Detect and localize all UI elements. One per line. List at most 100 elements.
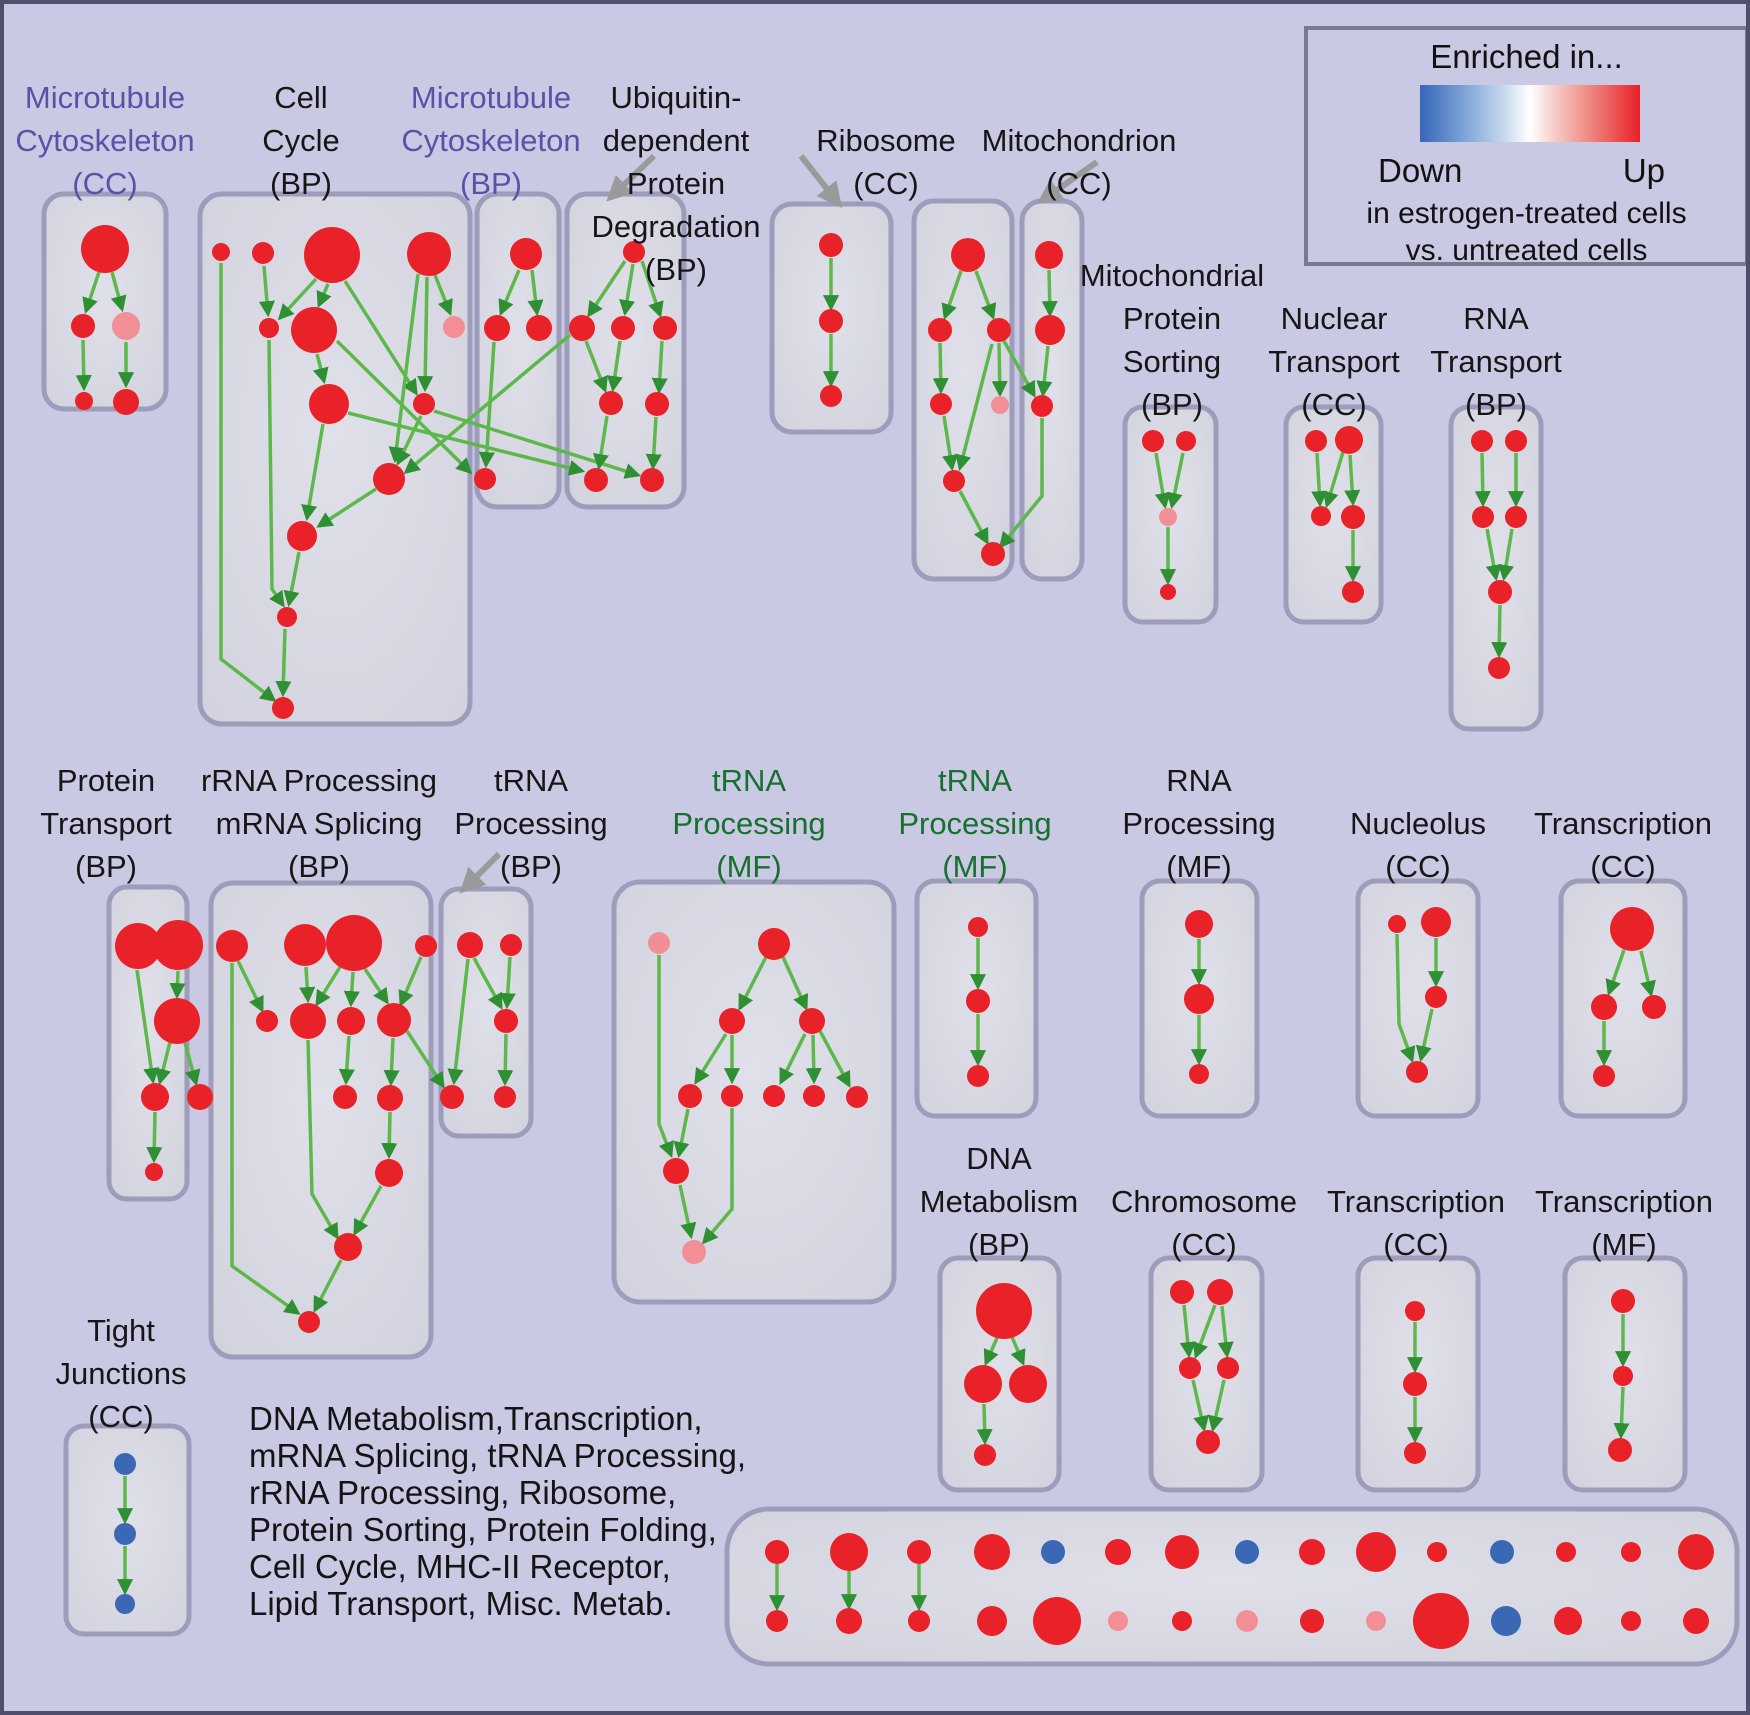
cluster-label-ribosome-cc: Ribosome (CC)	[816, 123, 956, 201]
go-term-node	[443, 316, 465, 338]
go-term-node	[678, 1084, 702, 1108]
go-term-node	[1491, 1606, 1521, 1636]
go-term-node	[494, 1009, 518, 1033]
label-pointer-arrow	[1036, 159, 1099, 204]
go-term-node	[1185, 910, 1213, 938]
go-term-node	[377, 1003, 411, 1037]
cluster-box	[724, 1506, 1740, 1667]
go-term-node	[908, 1610, 930, 1632]
edge-arrow	[498, 269, 521, 316]
edge-arrow	[316, 283, 332, 308]
edge-arrow	[1154, 452, 1171, 510]
edge-arrow	[1395, 933, 1416, 1064]
cluster-label-transcription-mf: Transcription (MF)	[1534, 1184, 1714, 1262]
legend-title: Enriched in...	[1430, 38, 1623, 75]
edge-arrow	[472, 957, 503, 1010]
label-pointer-arrow	[459, 851, 502, 894]
edge-arrow	[338, 1035, 355, 1086]
go-term-node	[1621, 1611, 1641, 1631]
go-term-node	[1170, 1280, 1194, 1304]
edge-arrow	[1179, 1304, 1196, 1359]
go-term-node	[309, 384, 349, 424]
go-term-node	[526, 315, 552, 341]
edge-arrow	[363, 968, 389, 1005]
edge-arrow	[283, 551, 301, 608]
go-term-node	[1236, 1610, 1258, 1632]
go-term-node	[484, 315, 510, 341]
go-term-node	[645, 392, 669, 416]
edge-arrow	[381, 1111, 398, 1160]
cluster-box	[474, 191, 562, 510]
cluster-label-rrna-processing-mrna-splicing-bp: rRNA Processing mRNA Splicing (BP)	[200, 763, 438, 884]
edge-arrow	[1217, 1305, 1234, 1359]
cluster-label-transcription-cc-mid: Transcription (CC)	[1533, 806, 1713, 884]
go-term-node	[930, 393, 952, 415]
edge-arrow	[417, 276, 434, 393]
edge-arrow	[991, 342, 1008, 398]
go-term-node	[1217, 1357, 1239, 1379]
go-term-node	[1405, 1301, 1425, 1321]
go-term-node	[819, 309, 843, 333]
cluster-label-mitochondrial-protein-sorting-bp: Mitochondrial Protein Sorting (BP)	[1079, 258, 1265, 422]
edge-arrow	[315, 966, 342, 1007]
edge-arrow	[779, 1033, 807, 1085]
go-term-node	[1176, 431, 1196, 451]
edge-arrow	[1323, 451, 1345, 509]
legend: Enriched in... Down Up in estrogen-treat…	[1304, 26, 1746, 267]
go-term-node	[967, 1065, 989, 1087]
go-term-node	[1505, 430, 1527, 452]
cluster-label-tight-junctions-cc: Tight Junctions (CC)	[55, 1313, 187, 1434]
go-term-node	[1472, 506, 1494, 528]
go-term-node	[1184, 984, 1214, 1014]
cluster-box	[41, 191, 169, 412]
cluster-label-cell-cycle-bp: Cell Cycle (BP)	[262, 80, 340, 201]
go-term-node	[1505, 506, 1527, 528]
edge-arrow	[673, 1108, 690, 1159]
edge-arrow	[974, 270, 997, 321]
go-term-node	[114, 1523, 136, 1545]
edge-arrow	[398, 956, 423, 1007]
go-term-node	[252, 242, 274, 264]
go-term-node	[1335, 426, 1363, 454]
go-term-node	[1366, 1611, 1386, 1631]
edge-arrow	[313, 1259, 343, 1313]
legend-subtitle: in estrogen-treated cells vs. untreated …	[1366, 197, 1687, 267]
edge-arrow	[1498, 528, 1515, 582]
go-term-node	[907, 1540, 931, 1564]
go-term-node	[758, 928, 790, 960]
edge-arrow	[593, 415, 609, 471]
go-term-node	[1554, 1607, 1582, 1635]
go-term-node	[1031, 395, 1053, 417]
edge-arrow	[1207, 1379, 1226, 1433]
go-term-node	[1035, 241, 1063, 269]
go-term-node	[803, 1085, 825, 1107]
edge-arrow	[388, 273, 420, 464]
edge-arrow	[955, 343, 994, 472]
go-term-node	[500, 934, 522, 956]
go-term-node	[719, 1008, 745, 1034]
go-term-node	[846, 1086, 868, 1108]
go-term-node	[114, 1453, 136, 1475]
edge-arrow	[499, 956, 516, 1010]
go-term-node	[375, 1159, 403, 1187]
edge-arrow	[606, 340, 623, 393]
cluster-label-mitochondrion-cc: Mitochondrion (CC)	[981, 123, 1177, 201]
go-term-node	[334, 1233, 362, 1261]
go-term-node	[820, 385, 842, 407]
edge-arrow	[1605, 949, 1626, 997]
edge-arrow	[183, 1042, 201, 1087]
go-term-node	[991, 396, 1009, 414]
edge-arrow	[82, 271, 101, 315]
edge-arrow	[1192, 1304, 1217, 1360]
edge-arrow	[396, 415, 423, 466]
edge-arrow	[932, 342, 949, 395]
cluster-box	[1148, 1255, 1265, 1493]
cluster-box	[1283, 404, 1384, 625]
cluster-box	[1355, 878, 1481, 1119]
edge-arrow	[299, 966, 316, 1004]
cluster-label-rna-transport-bp: RNA Transport (BP)	[1430, 301, 1562, 422]
edge-arrow	[805, 1034, 822, 1085]
edge-arrow	[433, 274, 453, 316]
edge-arrow	[155, 1041, 172, 1086]
misc-clusters-text-block: DNA Metabolism,Transcription, mRNA Splic…	[249, 1400, 747, 1622]
